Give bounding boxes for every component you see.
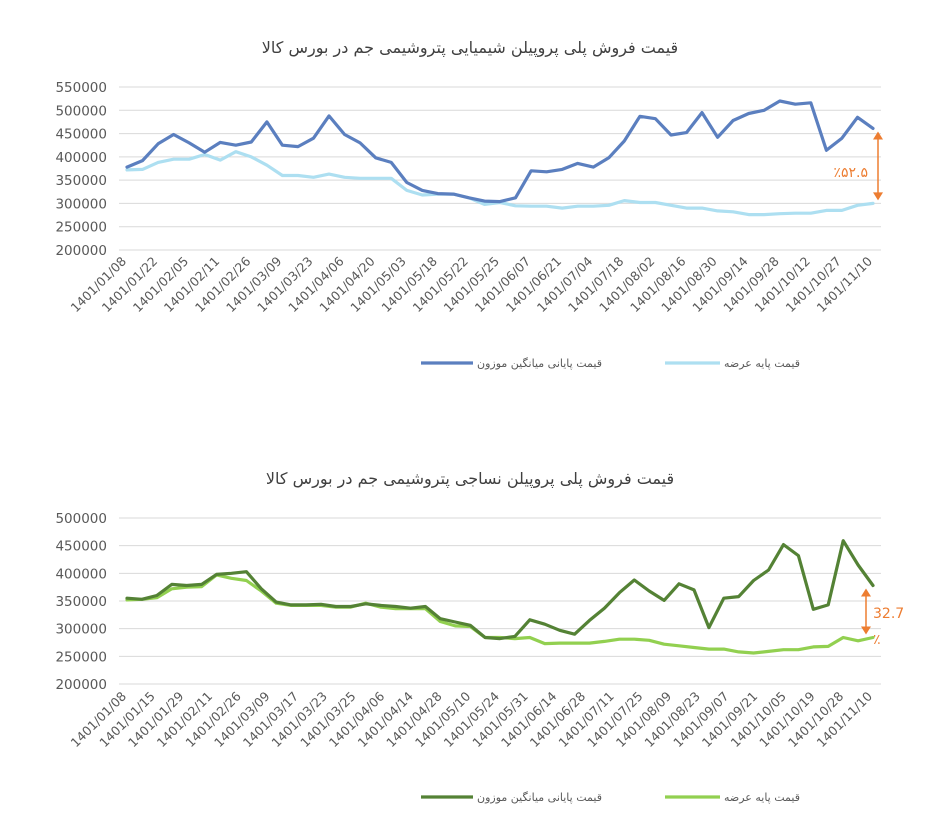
legend-label-0: قیمت پایانی میانگین موزون (477, 357, 602, 370)
chart-2-title: قیمت فروش پلی پروپیلن نساجی پتروشیمی جم … (266, 469, 674, 489)
y-tick-label: 400000 (55, 566, 107, 582)
annotation-label: ٪۵۲.۵ (833, 165, 868, 181)
chart-2-legend: قیمت پایانی میانگین موزون قیمت پایه عرضه (421, 791, 800, 804)
chart-1-gridlines (119, 86, 881, 251)
legend-label-0: قیمت پایانی میانگین موزون (477, 791, 602, 804)
annotation-arrowhead-bottom (873, 192, 883, 201)
chart-1: قیمت فروش پلی پروپیلن شیمیایی پتروشیمی ج… (0, 0, 941, 400)
annotation-arrowhead-bottom (861, 626, 871, 635)
annotation-label-percent: ٪ (873, 632, 881, 648)
annotation-label: 32.7 (873, 606, 904, 622)
y-tick-label: 200000 (55, 677, 107, 693)
legend-label-1: قیمت پایه عرضه (724, 357, 800, 370)
y-tick-label: 300000 (55, 622, 107, 638)
chart-1-x-axis: 1401/01/081401/01/221401/02/051401/02/11… (68, 253, 876, 315)
y-tick-label: 500000 (55, 103, 107, 119)
y-tick-label: 450000 (55, 127, 107, 143)
series-line-1 (125, 573, 875, 655)
chart-2: قیمت فروش پلی پروپیلن نساجی پتروشیمی جم … (0, 455, 941, 817)
y-tick-label: 350000 (55, 594, 107, 610)
y-tick-label: 300000 (55, 196, 107, 212)
chart-1-annotation: ٪۵۲.۵ (833, 131, 883, 201)
chart-1-y-axis: 200000 250000 300000 350000 400000 450000 5000… (55, 80, 107, 259)
chart-1-legend: قیمت پایانی میانگین موزون قیمت پایه عرضه (421, 357, 800, 370)
chart-2-annotation: 32.7 ٪ (861, 588, 904, 648)
chart-2-series (125, 539, 875, 655)
annotation-arrowhead-top (861, 588, 871, 597)
legend-label-1: قیمت پایه عرضه (724, 791, 800, 804)
chart-2-gridlines (119, 517, 881, 685)
chart-2-x-axis: 1401/01/081401/01/151401/01/291401/02/11… (68, 688, 876, 750)
y-tick-label: 250000 (55, 649, 107, 665)
y-tick-label: 500000 (55, 511, 107, 527)
y-tick-label: 400000 (55, 150, 107, 166)
series-line-0 (125, 99, 875, 204)
y-tick-label: 250000 (55, 220, 107, 236)
chart-2-svg: قیمت فروش پلی پروپیلن نساجی پتروشیمی جم … (55, 469, 904, 804)
y-tick-label: 350000 (55, 173, 107, 189)
annotation-arrowhead-top (873, 131, 883, 140)
series-line-0 (125, 539, 875, 641)
series-line-1 (125, 150, 875, 217)
y-tick-label: 200000 (55, 243, 107, 259)
chart-1-svg: قیمت فروش پلی پروپیلن شیمیایی پتروشیمی ج… (55, 38, 883, 370)
chart-1-title: قیمت فروش پلی پروپیلن شیمیایی پتروشیمی ج… (262, 38, 678, 58)
chart-2-y-axis: 200000 250000 300000 350000 400000 450000 5000… (55, 511, 107, 693)
chart-1-series (125, 99, 875, 217)
y-tick-label: 550000 (55, 80, 107, 96)
y-tick-label: 450000 (55, 539, 107, 555)
